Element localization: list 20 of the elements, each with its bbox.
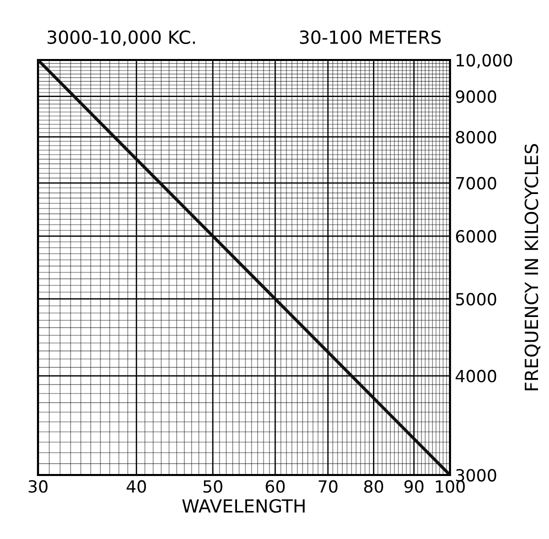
chart-subtitle: 30-100 METERS — [300, 30, 441, 44]
x-tick-label: 40 — [126, 480, 146, 493]
x-tick-label: 90 — [404, 480, 424, 493]
y-tick-label: 7000 — [456, 176, 496, 190]
x-axis-title: WAVELENGTH — [182, 499, 305, 513]
x-tick-label: 50 — [203, 480, 222, 493]
x-tick-label: 100 — [436, 480, 465, 493]
y-tick-label: 5000 — [456, 292, 496, 306]
x-tick-label: 80 — [364, 480, 384, 493]
y-tick-label: 4000 — [456, 370, 496, 382]
y-tick-label: 8000 — [456, 130, 496, 144]
x-tick-label: 60 — [266, 480, 285, 493]
x-tick-label: 70 — [318, 480, 338, 493]
chart-title: 3000-10,000 KC. — [48, 30, 195, 46]
y-tick-label: 10,000 — [456, 54, 512, 68]
x-tick-label: 30 — [28, 480, 48, 493]
y-tick-label: 6000 — [456, 230, 496, 243]
y-tick-label: 9000 — [456, 90, 496, 103]
y-tick-label: 3000 — [456, 468, 496, 482]
y-axis-title: FREQUENCY IN KILOCYCLES — [524, 144, 540, 390]
